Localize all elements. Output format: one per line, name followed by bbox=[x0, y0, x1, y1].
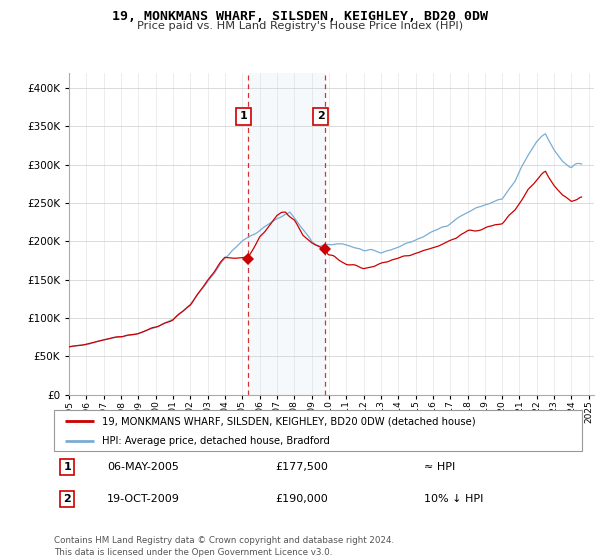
Text: 2: 2 bbox=[317, 111, 325, 122]
Text: 19, MONKMANS WHARF, SILSDEN, KEIGHLEY, BD20 0DW (detached house): 19, MONKMANS WHARF, SILSDEN, KEIGHLEY, B… bbox=[101, 417, 475, 426]
Text: Contains HM Land Registry data © Crown copyright and database right 2024.
This d: Contains HM Land Registry data © Crown c… bbox=[54, 536, 394, 557]
Text: 19, MONKMANS WHARF, SILSDEN, KEIGHLEY, BD20 0DW: 19, MONKMANS WHARF, SILSDEN, KEIGHLEY, B… bbox=[112, 10, 488, 23]
Text: 06-MAY-2005: 06-MAY-2005 bbox=[107, 462, 179, 472]
Bar bbox=[248, 73, 325, 395]
Text: 19-OCT-2009: 19-OCT-2009 bbox=[107, 494, 179, 504]
Text: £190,000: £190,000 bbox=[276, 494, 329, 504]
Text: 1: 1 bbox=[64, 462, 71, 472]
Text: HPI: Average price, detached house, Bradford: HPI: Average price, detached house, Brad… bbox=[101, 436, 329, 446]
Text: £177,500: £177,500 bbox=[276, 462, 329, 472]
Text: 2: 2 bbox=[64, 494, 71, 504]
Text: Price paid vs. HM Land Registry's House Price Index (HPI): Price paid vs. HM Land Registry's House … bbox=[137, 21, 463, 31]
Text: 1: 1 bbox=[240, 111, 247, 122]
Text: 10% ↓ HPI: 10% ↓ HPI bbox=[424, 494, 483, 504]
Text: ≈ HPI: ≈ HPI bbox=[424, 462, 455, 472]
